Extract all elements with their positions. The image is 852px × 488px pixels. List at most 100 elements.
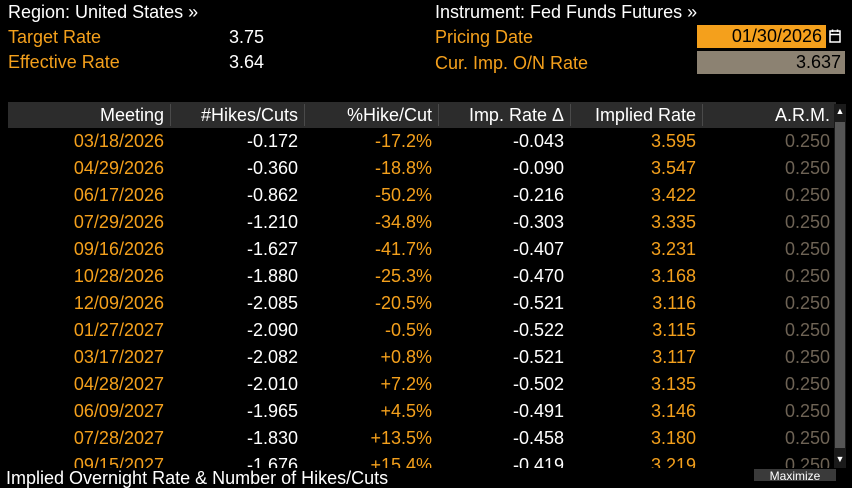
pricing-date-label: Pricing Date [435,27,534,47]
arm-value: 0.250 [784,212,830,232]
hikes-cuts-value: -2.090 [246,320,298,340]
table-row[interactable]: 07/29/2026 -1.210 -34.8% -0.303 3.335 0.250 [8,209,836,236]
implied-rate-value: 3.595 [650,131,696,151]
pct-hike-cut-value: -17.2% [374,131,432,151]
column-header-imp-rate-delta[interactable]: Imp. Rate Δ [468,105,564,125]
column-divider [438,104,439,126]
arm-value: 0.250 [784,239,830,259]
table-row[interactable]: 06/09/2027 -1.965 +4.5% -0.491 3.146 0.250 [8,398,836,425]
implied-rate-value: 3.168 [650,266,696,286]
column-divider [702,104,703,126]
table-row[interactable]: 03/17/2027 -2.082 +0.8% -0.521 3.117 0.250 [8,344,836,371]
hikes-cuts-value: -2.085 [246,293,298,313]
imp-rate-delta-value: -0.303 [512,212,564,232]
calendar-icon-graphic [829,29,841,43]
implied-rate-value: 3.180 [650,428,696,448]
implied-rate-value: 3.422 [650,185,696,205]
implied-rate-value: 3.231 [650,239,696,259]
hikes-cuts-value: -1.676 [246,455,298,468]
imp-rate-delta-value: -0.491 [512,401,564,421]
imp-rate-delta-value: -0.458 [512,428,564,448]
table-row[interactable]: 10/28/2026 -1.880 -25.3% -0.470 3.168 0.250 [8,263,836,290]
meeting-date: 07/28/2027 [73,428,164,448]
hikes-cuts-value: -2.082 [246,347,298,367]
arm-value: 0.250 [784,374,830,394]
column-header-hikes-cuts[interactable]: #Hikes/Cuts [200,105,298,125]
column-header-pct-hike-cut[interactable]: %Hike/Cut [346,105,432,125]
imp-rate-delta-value: -0.522 [512,320,564,340]
meeting-date: 09/15/2027 [73,455,164,468]
table-row[interactable]: 06/17/2026 -0.862 -50.2% -0.216 3.422 0.250 [8,182,836,209]
arm-value: 0.250 [784,293,830,313]
column-divider [170,104,171,126]
meeting-date: 12/09/2026 [73,293,164,313]
hikes-cuts-value: -1.830 [246,428,298,448]
implied-rate-value: 3.135 [650,374,696,394]
table-row[interactable]: 04/28/2027 -2.010 +7.2% -0.502 3.135 0.250 [8,371,836,398]
meeting-date: 04/28/2027 [73,374,164,394]
rates-table: Meeting #Hikes/Cuts %Hike/Cut Imp. Rate … [8,102,836,468]
meeting-date: 09/16/2026 [73,239,164,259]
implied-rate-value: 3.335 [650,212,696,232]
pricing-date-field[interactable]: 01/30/2026 [697,25,826,48]
table-body: 03/18/2026 -0.172 -17.2% -0.043 3.595 0.250 04… [8,128,836,468]
pct-hike-cut-value: +15.4% [370,455,432,468]
imp-rate-delta-value: -0.043 [512,131,564,151]
arm-value: 0.250 [784,428,830,448]
effective-rate-value: 3.64 [228,52,264,72]
instrument-selector[interactable]: Instrument: Fed Funds Futures » [435,2,698,22]
scroll-thumb[interactable] [835,122,845,448]
imp-rate-delta-value: -0.502 [512,374,564,394]
imp-rate-delta-value: -0.090 [512,158,564,178]
table-row[interactable]: 01/27/2027 -2.090 -0.5% -0.522 3.115 0.250 [8,317,836,344]
implied-rate-value: 3.116 [652,293,696,313]
pct-hike-cut-value: +7.2% [380,374,432,394]
column-divider [570,104,571,126]
table-row[interactable]: 12/09/2026 -2.085 -20.5% -0.521 3.116 0.250 [8,290,836,317]
hikes-cuts-value: -0.172 [246,131,298,151]
imp-rate-delta-value: -0.407 [512,239,564,259]
target-rate-value: 3.75 [228,27,264,47]
meeting-date: 03/17/2027 [73,347,164,367]
arm-value: 0.250 [784,185,830,205]
arm-value: 0.250 [784,401,830,421]
table-row[interactable]: 04/29/2026 -0.360 -18.8% -0.090 3.547 0.250 [8,155,836,182]
arm-value: 0.250 [784,320,830,340]
imp-rate-delta-value: -0.521 [512,347,564,367]
pct-hike-cut-value: +4.5% [380,401,432,421]
table-row[interactable]: 03/18/2026 -0.172 -17.2% -0.043 3.595 0.250 [8,128,836,155]
column-header-meeting[interactable]: Meeting [99,105,164,125]
pct-hike-cut-value: -0.5% [384,320,432,340]
table-row[interactable]: 07/28/2027 -1.830 +13.5% -0.458 3.180 0.250 [8,425,836,452]
scroll-down-arrow-icon[interactable]: ▼ [835,454,845,464]
hikes-cuts-value: -1.627 [246,239,298,259]
maximize-button[interactable]: Maximize [754,469,836,481]
calendar-icon[interactable] [828,27,842,45]
imp-rate-delta-value: -0.470 [512,266,564,286]
cur-imp-rate-label: Cur. Imp. O/N Rate [435,53,589,73]
column-header-implied-rate[interactable]: Implied Rate [594,105,696,125]
scroll-up-arrow-icon[interactable]: ▲ [835,106,845,116]
table-row[interactable]: 09/16/2026 -1.627 -41.7% -0.407 3.231 0.250 [8,236,836,263]
arm-value: 0.250 [784,347,830,367]
cur-imp-rate-field: 3.637 [697,51,845,74]
table-scrollbar[interactable]: ▲ ▼ [834,104,846,468]
effective-rate-label: Effective Rate [8,52,120,72]
column-header-arm[interactable]: A.R.M. [774,105,830,125]
hikes-cuts-value: -1.210 [246,212,298,232]
arm-value: 0.250 [784,455,830,468]
region-selector[interactable]: Region: United States » [8,2,199,22]
table-row[interactable]: 09/15/2027 -1.676 +15.4% -0.419 3.219 0.250 [8,452,836,468]
arm-value: 0.250 [784,266,830,286]
pct-hike-cut-value: -20.5% [374,293,432,313]
imp-rate-delta-value: -0.521 [512,293,564,313]
pct-hike-cut-value: -18.8% [374,158,432,178]
implied-rate-value: 3.146 [650,401,696,421]
meeting-date: 01/27/2027 [73,320,164,340]
arm-value: 0.250 [784,158,830,178]
imp-rate-delta-value: -0.419 [512,455,564,468]
arm-value: 0.250 [784,131,830,151]
pct-hike-cut-value: -34.8% [374,212,432,232]
implied-rate-value: 3.115 [652,320,696,340]
hikes-cuts-value: -0.360 [246,158,298,178]
